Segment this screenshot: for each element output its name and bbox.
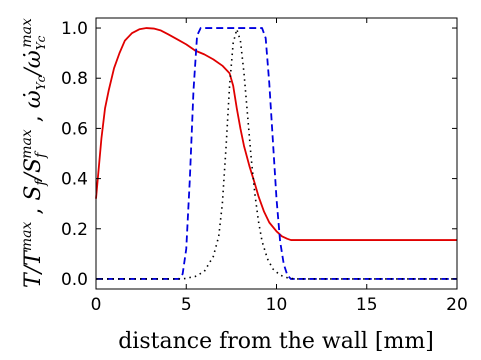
y-title-s2-sup: max [19,129,35,159]
y-tick-label: 0.0 [61,270,88,290]
plot-frame [95,17,458,290]
y-title-s-slash: /S [21,158,46,182]
y-title-t-sup: max [19,222,35,252]
ticks-layer: 0 5 10 15 20 0.0 0.2 0.4 0.6 0.8 1.0 [61,18,468,315]
x-axis-title: distance from the wall [mm] [118,329,434,354]
y-title-w: ω̇ [21,90,46,108]
y-title-s-sub: f [33,178,49,187]
y-tick-label: 0.8 [61,69,88,89]
reaction-rate-line [96,28,457,280]
y-title-t: T/T [21,249,46,288]
y-tick-label: 1.0 [61,19,88,39]
x-tick-label: 10 [266,295,288,315]
y-title-w2-sup: max [19,18,35,48]
y-tick-label: 0.4 [61,170,88,190]
y-title-s2-sub: f [33,150,49,159]
y-title-s: S [21,186,46,201]
x-tick-label: 15 [356,295,378,315]
y-title-sep1: , [21,201,46,222]
x-tick-label: 20 [446,295,468,315]
y-title-w-sub: Yc [34,75,48,90]
y-axis-title: T/Tmax , Sf/Sfmax , ω̇Yc/ω̇Ycmax [19,18,49,288]
x-tick-label: 0 [91,295,102,315]
temperature-line [95,27,457,241]
y-title-w-slash: /ω̇ [21,50,46,77]
series-layer [95,27,457,280]
y-tick-label: 0.2 [61,220,88,240]
source-line [96,27,457,280]
y-title-w2-sub: Yc [34,35,48,50]
y-title-sep2: , [21,108,46,129]
x-tick-label: 5 [181,295,192,315]
y-tick-label: 0.6 [61,119,88,139]
